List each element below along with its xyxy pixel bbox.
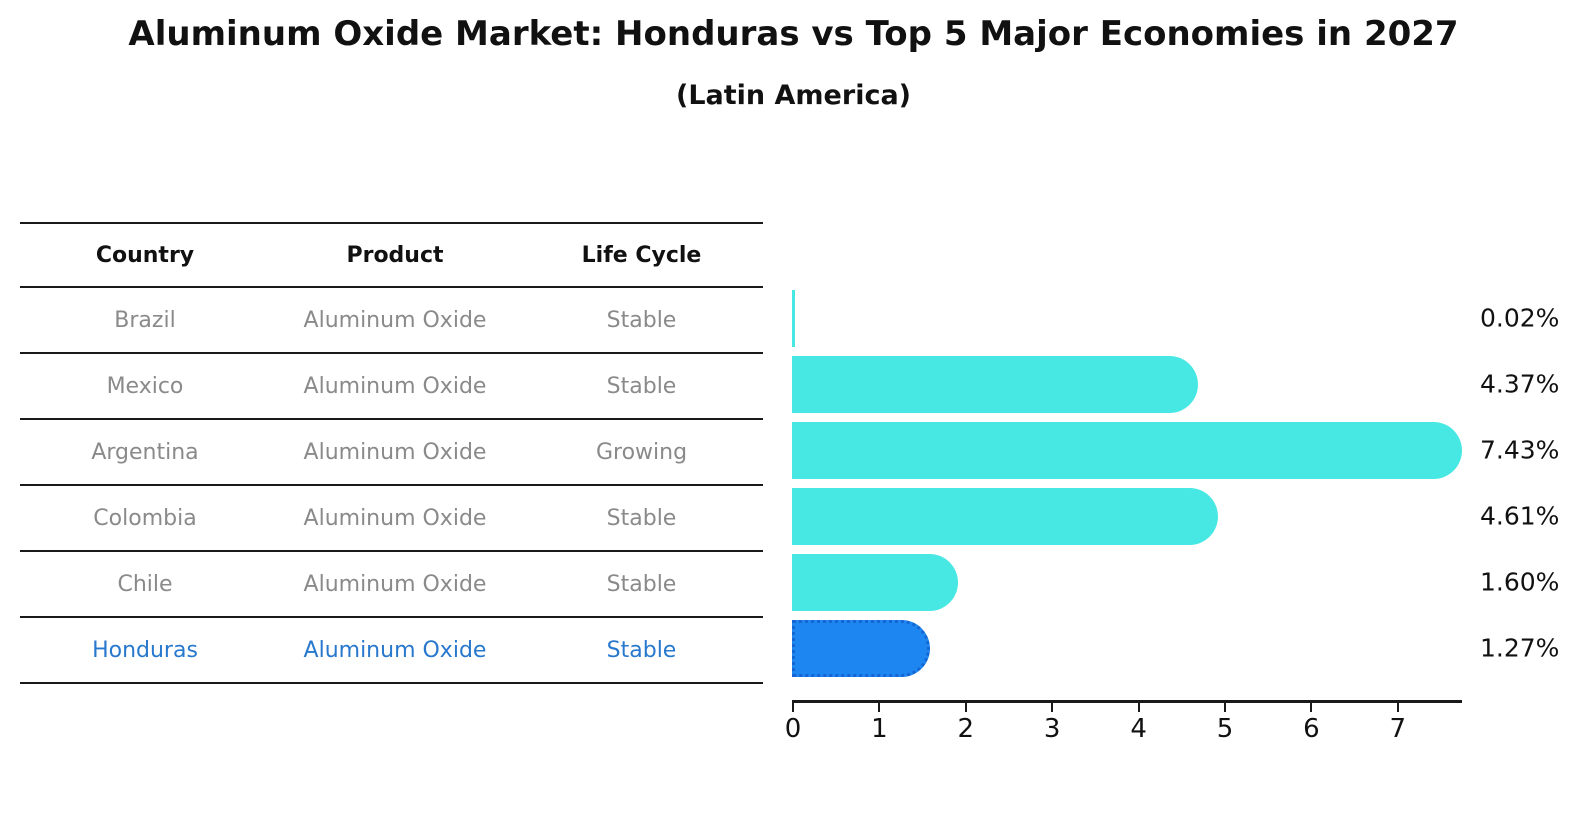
table-row-honduras: Honduras Aluminum Oxide Stable (20, 618, 763, 684)
x-axis-tick (1396, 703, 1399, 712)
table-row-chile: Chile Aluminum Oxide Stable (20, 552, 763, 618)
x-axis-tick-label: 7 (1389, 714, 1407, 744)
bar-chile (792, 553, 958, 611)
table-cell-product: Aluminum Oxide (303, 439, 487, 465)
x-axis-tick (1137, 703, 1140, 712)
x-axis-tick-label: 5 (1216, 714, 1234, 744)
table-cell-life-cycle: Stable (606, 571, 677, 597)
table-cell-country: Mexico (106, 373, 184, 399)
x-axis-tick (1224, 703, 1226, 712)
bar-value-label-mexico: 4.37% (1480, 369, 1560, 399)
chart-title: Aluminum Oxide Market: Honduras vs Top 5… (128, 14, 1459, 54)
table-cell-country: Honduras (92, 637, 198, 663)
table-row-colombia: Colombia Aluminum Oxide Stable (20, 486, 763, 552)
table-cell-life-cycle: Stable (606, 307, 677, 333)
table-header-product: Product (346, 242, 444, 268)
table-cell-product: Aluminum Oxide (303, 373, 487, 399)
x-axis-tick (964, 703, 967, 712)
table-cell-life-cycle: Growing (595, 439, 688, 465)
chart-subtitle: (Latin America) (675, 80, 912, 111)
table-body: Brazil Aluminum Oxide Stable Mexico Aluminum… (20, 288, 763, 684)
table-cell-product: Aluminum Oxide (303, 571, 487, 597)
bar-value-label-colombia: 4.61% (1480, 501, 1560, 531)
table-header-row: Country Product Life Cycle (20, 222, 763, 288)
bar-value-label-chile: 1.60% (1480, 567, 1560, 597)
table-cell-life-cycle: Stable (606, 637, 677, 663)
x-axis-tick (1051, 703, 1054, 712)
x-axis-tick (1310, 703, 1313, 712)
bar-brazil (792, 289, 795, 347)
bar-argentina (792, 421, 1462, 479)
x-axis-tick (878, 703, 881, 712)
bar-mexico (792, 355, 1198, 413)
x-axis-tick (792, 703, 794, 712)
x-axis-tick-label: 4 (1130, 714, 1147, 744)
x-axis-tick-label: 1 (871, 714, 888, 744)
table-cell-life-cycle: Stable (606, 505, 677, 531)
table-cell-product: Aluminum Oxide (303, 637, 487, 663)
table-row-mexico: Mexico Aluminum Oxide Stable (20, 354, 763, 420)
table-cell-country: Chile (117, 571, 173, 597)
bar-honduras (792, 619, 930, 677)
x-axis-tick-label: 6 (1303, 714, 1320, 744)
table-cell-product: Aluminum Oxide (303, 307, 487, 333)
table-cell-country: Brazil (114, 307, 176, 333)
bar-value-label-brazil: 0.02% (1480, 303, 1560, 333)
x-axis-tick-label: 3 (1043, 714, 1061, 744)
country-table: Country Product Life Cycle Brazil Aluminu… (20, 222, 763, 684)
table-header-country: Country (95, 242, 195, 268)
x-axis-tick-label: 0 (784, 714, 802, 744)
table-header-life-cycle: Life Cycle (581, 242, 702, 268)
x-axis-tick-label: 2 (957, 714, 975, 744)
x-axis-line (792, 700, 1462, 703)
bar-value-label-honduras: 1.27% (1480, 633, 1560, 663)
table-row-brazil: Brazil Aluminum Oxide Stable (20, 288, 763, 354)
bar-value-label-argentina: 7.43% (1480, 435, 1560, 465)
bar-colombia (792, 487, 1218, 545)
table-cell-country: Colombia (93, 505, 197, 531)
table-row-argentina: Argentina Aluminum Oxide Growing (20, 420, 763, 486)
table-cell-life-cycle: Stable (606, 373, 677, 399)
table-cell-country: Argentina (91, 439, 199, 465)
table-cell-product: Aluminum Oxide (303, 505, 487, 531)
